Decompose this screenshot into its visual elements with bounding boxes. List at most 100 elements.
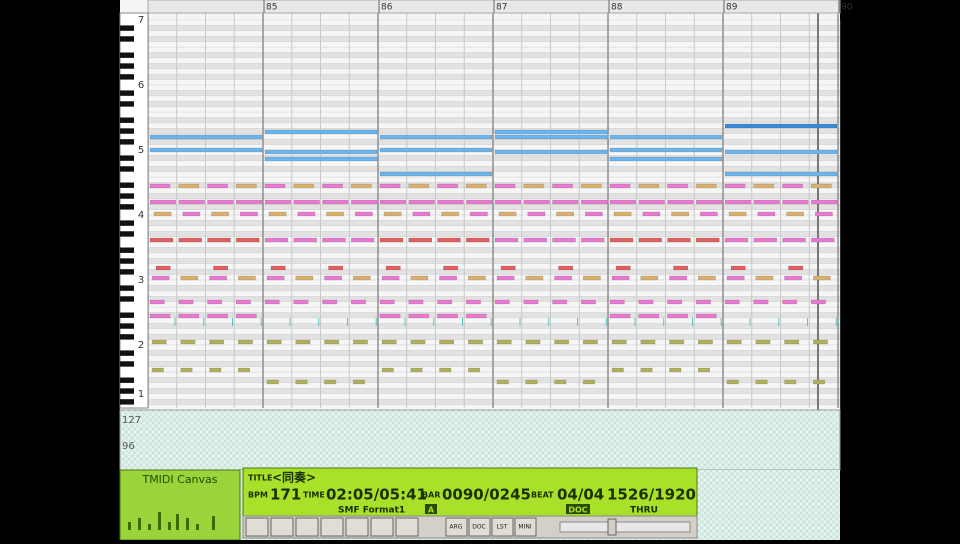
- transport-button[interactable]: [345, 517, 369, 537]
- note: [408, 313, 430, 319]
- note: [293, 237, 317, 243]
- slider[interactable]: [559, 521, 691, 533]
- note: [295, 275, 314, 281]
- note: [379, 199, 407, 205]
- slider-thumb[interactable]: [607, 518, 617, 536]
- black-key: [120, 166, 134, 172]
- note: [615, 265, 631, 271]
- note: [498, 211, 517, 217]
- measure-label: 87: [496, 3, 507, 13]
- note: [268, 211, 287, 217]
- key-row: [147, 84, 841, 91]
- octave-label: 7: [138, 15, 144, 26]
- black-key: [120, 63, 134, 69]
- note: [381, 275, 400, 281]
- mode-button[interactable]: [468, 517, 491, 537]
- note: [815, 211, 833, 217]
- note: [523, 299, 539, 305]
- transport-button[interactable]: [395, 517, 419, 537]
- note: [437, 313, 458, 319]
- transport-button[interactable]: [295, 517, 319, 537]
- note: [813, 339, 828, 345]
- key-row: [147, 106, 841, 113]
- transport-button[interactable]: [270, 517, 294, 537]
- mode-button[interactable]: [514, 517, 537, 537]
- note: [180, 367, 193, 373]
- note: [581, 183, 602, 189]
- note: [667, 199, 694, 205]
- note: [581, 299, 596, 305]
- mode-button[interactable]: [445, 517, 468, 537]
- note: [297, 211, 316, 217]
- note: [552, 199, 579, 205]
- note: [554, 379, 567, 385]
- note: [322, 237, 346, 243]
- note: [238, 339, 253, 345]
- octave-label: 3: [138, 275, 144, 286]
- key-row: [147, 241, 841, 248]
- key-row: [147, 371, 841, 378]
- transport-button[interactable]: [370, 517, 394, 537]
- note: [611, 275, 630, 281]
- black-key: [120, 90, 134, 96]
- black-key: [120, 269, 134, 275]
- key-row: [147, 393, 841, 400]
- note: [757, 211, 776, 217]
- note: [385, 265, 401, 271]
- note: [468, 367, 480, 373]
- key-row: [147, 361, 841, 367]
- note: [149, 199, 177, 205]
- note: [669, 367, 682, 373]
- black-key: [120, 296, 134, 302]
- key-row: [147, 52, 841, 59]
- bar: 0090/0245: [442, 486, 531, 504]
- transport-button[interactable]: [320, 517, 344, 537]
- note: [726, 275, 745, 281]
- measure-label: 86: [381, 3, 393, 13]
- note: [178, 299, 194, 305]
- note: [753, 183, 775, 189]
- velocity-label: 96: [122, 441, 135, 452]
- bpm: 171: [270, 486, 301, 504]
- note: [149, 313, 171, 319]
- note: [613, 211, 632, 217]
- note: [326, 211, 344, 217]
- info-panel: [242, 467, 698, 517]
- key-row: [147, 68, 841, 75]
- note: [182, 211, 201, 217]
- note: [209, 275, 227, 281]
- key-row: [147, 138, 841, 145]
- note: [609, 237, 634, 243]
- note: [439, 367, 452, 373]
- note: [412, 211, 431, 217]
- note: [264, 299, 280, 305]
- note: [786, 211, 804, 217]
- note: [811, 183, 832, 189]
- note: [236, 299, 251, 305]
- key-row: [147, 252, 841, 259]
- key-row: [147, 317, 841, 324]
- note: [581, 199, 608, 205]
- note: [525, 379, 538, 385]
- note: [609, 183, 631, 189]
- black-key: [120, 361, 134, 367]
- note: [207, 299, 223, 305]
- note: [209, 367, 222, 373]
- note: [207, 199, 234, 205]
- note: [408, 237, 432, 243]
- mode-button-label: MINI: [518, 524, 531, 531]
- black-key: [120, 52, 134, 58]
- mode-button-label: LST: [497, 524, 508, 531]
- black-key: [120, 247, 134, 253]
- note: [724, 183, 746, 189]
- note: [667, 237, 691, 243]
- note: [293, 183, 315, 189]
- black-key: [120, 285, 134, 291]
- note: [696, 299, 711, 305]
- note: [726, 339, 742, 345]
- note: [264, 156, 378, 162]
- measure-label: 88: [611, 3, 623, 13]
- mode-button[interactable]: [491, 517, 514, 537]
- transport-button[interactable]: [245, 517, 269, 537]
